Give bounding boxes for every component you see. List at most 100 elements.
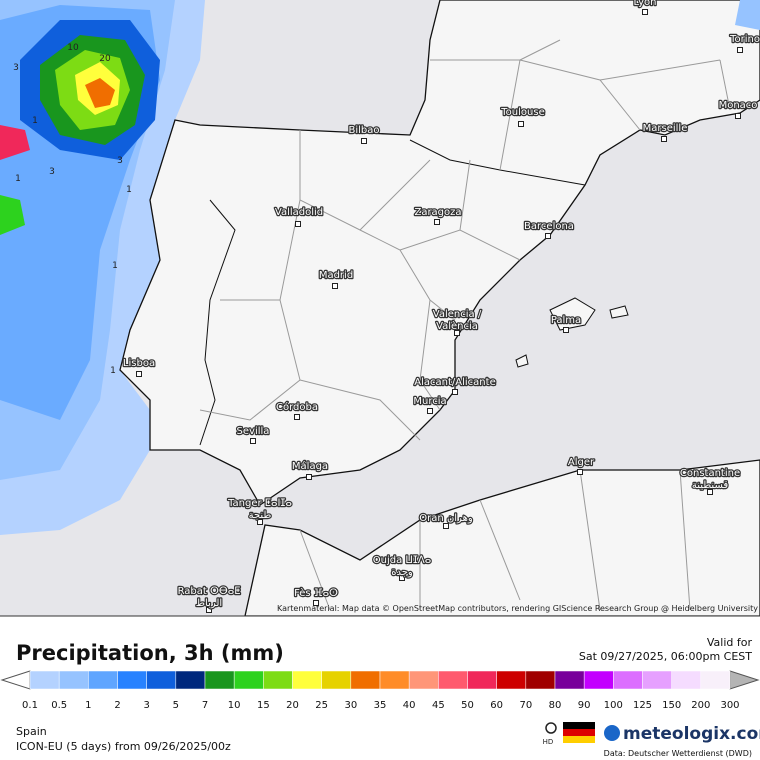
city-marker xyxy=(295,221,301,227)
city-marker xyxy=(136,371,142,377)
city-marker xyxy=(306,474,312,480)
city-label: Valencia / xyxy=(433,309,482,320)
colorbar-label: 5 xyxy=(173,700,179,711)
city-marker xyxy=(452,389,458,395)
city-label: Barcelona xyxy=(524,221,574,232)
colorbar-swatch xyxy=(233,670,264,690)
colorbar-swatch xyxy=(700,670,731,690)
city-marker xyxy=(257,519,263,525)
city-marker xyxy=(443,523,449,529)
city-marker xyxy=(332,283,338,289)
colorbar-label: 90 xyxy=(578,700,591,711)
colorbar-swatch xyxy=(613,670,643,690)
hd-label: HD xyxy=(543,738,554,746)
contour-label: 1 xyxy=(126,185,132,195)
colorbar-label: 15 xyxy=(257,700,270,711)
colorbar-swatch xyxy=(58,670,89,690)
brand-icon xyxy=(604,725,620,741)
contour-label: 10 xyxy=(67,43,79,53)
colorbar-label: 30 xyxy=(344,700,357,711)
cities: Lyon Torino Monaco Toulouse Marseille Bilbao V… xyxy=(13,0,760,613)
contour-label: 20 xyxy=(99,54,111,64)
contour-label: 1 xyxy=(112,261,118,271)
colorbar-swatch xyxy=(554,670,585,690)
colorbar-label: 0.1 xyxy=(22,700,38,711)
colorbar-label: 200 xyxy=(691,700,710,711)
city-label: Alger xyxy=(568,457,595,468)
city-label: الرباط xyxy=(196,598,222,609)
colorbar-label: 0.5 xyxy=(51,700,67,711)
data-source: Data: Deutscher Wetterdienst (DWD) xyxy=(604,749,752,758)
colorbar-label: 125 xyxy=(633,700,652,711)
city-label: Oujda ⵡⵊⴷⴰ xyxy=(373,555,432,566)
city-marker xyxy=(661,136,667,142)
city-marker xyxy=(399,575,405,581)
contour-label: 1 xyxy=(15,174,21,184)
city-marker xyxy=(563,327,569,333)
city-marker xyxy=(577,469,583,475)
colorbar-label: 1 xyxy=(85,700,91,711)
colorbar-swatch xyxy=(146,670,177,690)
colorbar-swatch xyxy=(88,670,118,690)
colorbar-swatch xyxy=(496,670,527,690)
colorbar-label: 7 xyxy=(202,700,208,711)
city-marker xyxy=(735,113,741,119)
colorbar-swatch xyxy=(29,670,60,690)
brand[interactable]: meteologix.com xyxy=(623,724,760,744)
contour-label: 3 xyxy=(13,63,19,73)
land xyxy=(119,0,760,617)
city-marker xyxy=(707,489,713,495)
contour-label: 3 xyxy=(117,156,123,166)
colorbar-label: 300 xyxy=(720,700,739,711)
colorbar-swatch xyxy=(642,670,672,690)
flag xyxy=(563,722,595,743)
colorbar-swatch xyxy=(321,670,352,690)
attribution: Kartenmaterial: Map data © OpenStreetMap… xyxy=(277,604,758,613)
contour-label: 3 xyxy=(49,167,55,177)
colorbar-label: 150 xyxy=(662,700,681,711)
city-label: طنجة xyxy=(249,510,272,521)
hd-icon xyxy=(545,722,557,734)
city-label: قسنطينة xyxy=(692,480,729,491)
city-label: Monaco xyxy=(719,100,758,111)
city-label: Fès ⴼⴰⵙ xyxy=(294,587,338,599)
contour-label: 1 xyxy=(110,366,116,376)
colorbar-swatch xyxy=(467,670,497,690)
precipitation xyxy=(0,0,205,535)
city-marker xyxy=(250,438,256,444)
valid-label: Valid for xyxy=(707,636,753,649)
city-marker xyxy=(642,9,648,15)
colorbar-label: 10 xyxy=(228,700,241,711)
city-marker xyxy=(294,414,300,420)
city-label: Málaga xyxy=(292,460,328,472)
city-label: Marseille xyxy=(643,123,688,134)
city-label: Torino xyxy=(729,34,760,45)
title: Precipitation, 3h (mm) xyxy=(16,641,284,665)
colorbar-swatch xyxy=(525,670,556,690)
colorbar-swatch xyxy=(379,670,410,690)
region: Spain xyxy=(16,725,47,738)
city-label: València xyxy=(436,320,478,332)
city-label: Alacant/Alicante xyxy=(414,377,495,388)
city-marker xyxy=(434,219,440,225)
city-label: Bilbao xyxy=(348,125,379,136)
colorbar-label: 60 xyxy=(490,700,503,711)
colorbar-label: 35 xyxy=(374,700,387,711)
city-label: Rabat ⵔⴱⴰⵟ xyxy=(178,586,241,597)
city-label: Valladolid xyxy=(275,207,323,218)
colorbar-label: 100 xyxy=(604,700,623,711)
colorbar-label: 70 xyxy=(519,700,532,711)
colorbar-swatch xyxy=(583,670,614,690)
city-marker xyxy=(454,330,460,336)
colorbar-label: 40 xyxy=(403,700,416,711)
city-label: Palma xyxy=(551,315,581,326)
colorbar-swatch xyxy=(292,670,322,690)
city-marker xyxy=(518,121,524,127)
model-run: ICON-EU (5 days) from 09/26/2025/00z xyxy=(16,740,231,753)
colorbar-swatch xyxy=(350,670,381,690)
colorbar-label: 80 xyxy=(549,700,562,711)
valid-time: Sat 09/27/2025, 06:00pm CEST xyxy=(579,650,752,663)
colorbar-swatch xyxy=(671,670,702,690)
city-label: Constantine xyxy=(680,468,740,479)
colorbar-swatch xyxy=(438,670,468,690)
